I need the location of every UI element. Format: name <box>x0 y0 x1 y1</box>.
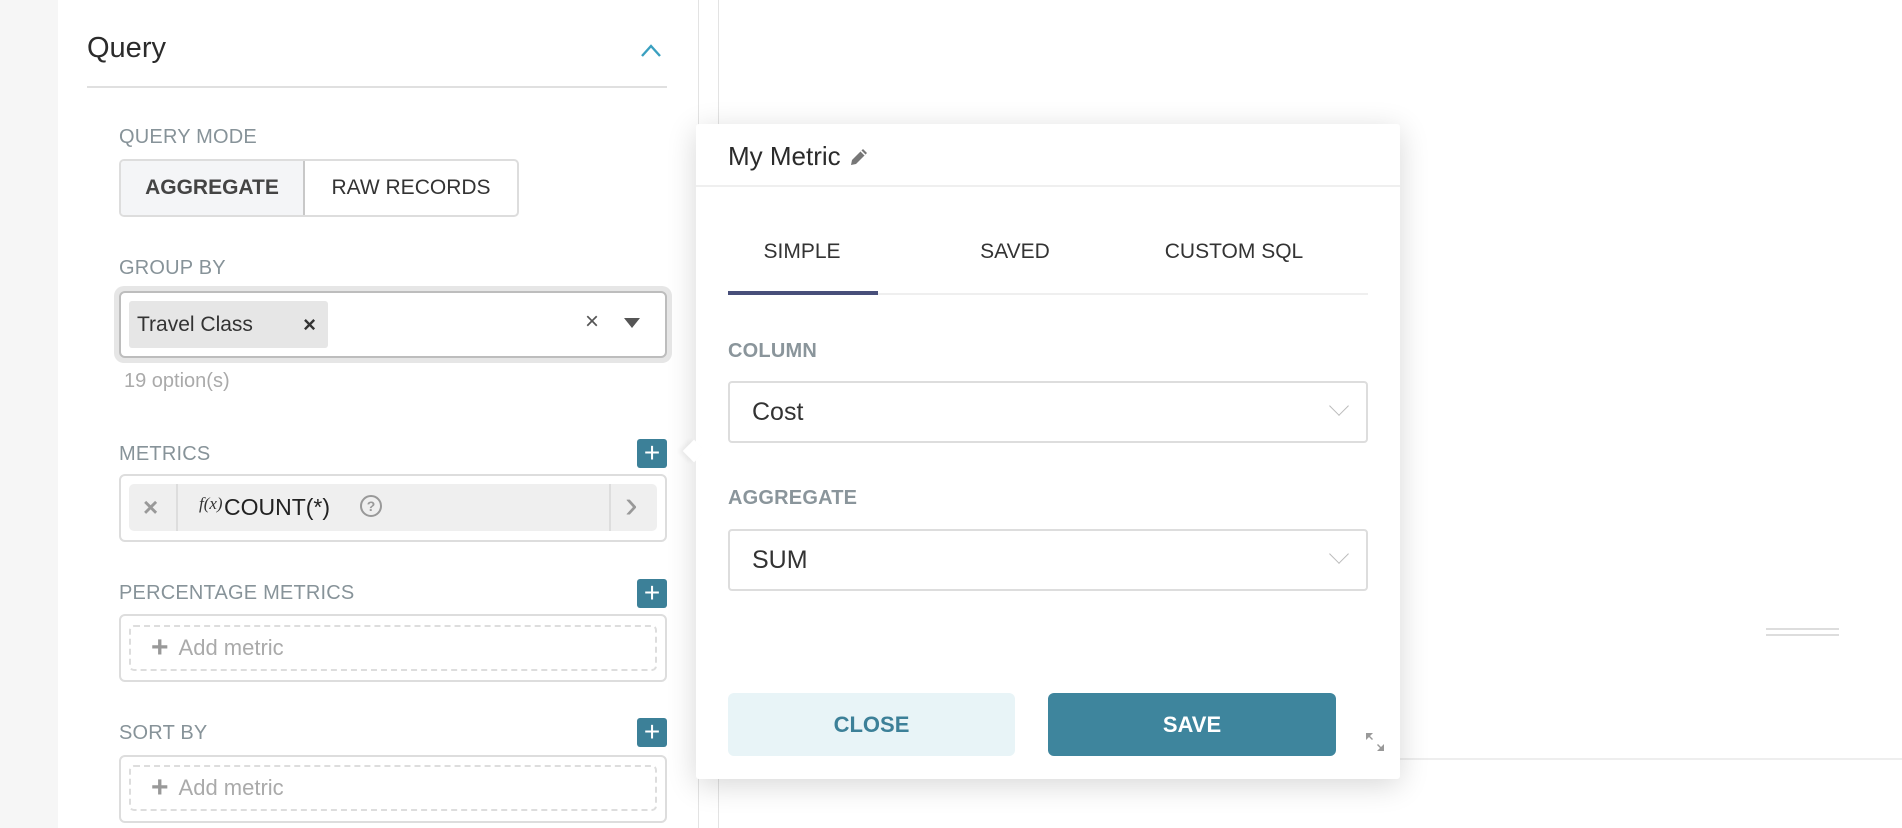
close-button[interactable]: CLOSE <box>728 693 1015 756</box>
plus-icon: + <box>151 771 169 804</box>
sort-by-label: SORT BY <box>119 722 208 744</box>
metric-title-text: My Metric <box>728 141 841 171</box>
column-select[interactable]: Cost <box>728 381 1368 443</box>
aggregate-mode-button[interactable]: AGGREGATE <box>121 161 305 215</box>
placeholder-text: Add metric <box>178 775 284 800</box>
left-gutter <box>0 0 58 828</box>
tab-bar-border <box>728 293 1368 295</box>
placeholder-text: Add metric <box>178 635 284 660</box>
function-icon: f(x) <box>199 494 223 513</box>
metric-pill[interactable]: × f(x) COUNT(*) ? › <box>129 484 657 531</box>
aggregate-value: SUM <box>752 545 808 574</box>
chart-border <box>1400 758 1902 760</box>
chevron-down-icon <box>1329 396 1349 416</box>
percentage-metrics-label: PERCENTAGE METRICS <box>119 582 355 604</box>
popover-header-border <box>696 185 1400 187</box>
metric-title[interactable]: My Metric <box>728 141 871 172</box>
tag-label: Travel Class <box>137 312 253 336</box>
tab-simple[interactable]: SIMPLE <box>763 240 841 263</box>
tab-custom-sql[interactable]: CUSTOM SQL <box>1164 240 1304 263</box>
tag-remove-icon[interactable]: × <box>303 311 316 337</box>
pill-divider <box>609 484 611 531</box>
section-divider <box>87 86 667 88</box>
metrics-label: METRICS <box>119 443 211 465</box>
add-metric-button[interactable]: + <box>637 439 667 468</box>
metric-popover <box>696 124 1400 779</box>
chevron-down-icon <box>1329 544 1349 564</box>
resize-icon[interactable] <box>1363 730 1387 754</box>
remove-metric-icon[interactable]: × <box>143 492 159 522</box>
tab-saved[interactable]: SAVED <box>980 240 1050 263</box>
add-percentage-metric-button[interactable]: + <box>637 579 667 608</box>
save-button[interactable]: SAVE <box>1048 693 1336 756</box>
aggregate-select[interactable]: SUM <box>728 529 1368 591</box>
options-count: 19 option(s) <box>124 370 230 392</box>
query-mode-toggle: AGGREGATE RAW RECORDS <box>119 159 519 217</box>
pencil-icon[interactable] <box>847 145 871 169</box>
add-percentage-metric-placeholder[interactable]: + Add metric <box>129 625 657 671</box>
group-by-tag: Travel Class × <box>129 301 328 348</box>
plus-icon: + <box>151 631 169 664</box>
caret-down-icon[interactable] <box>624 318 640 328</box>
add-sort-metric-placeholder[interactable]: + Add metric <box>129 765 657 811</box>
column-label: COLUMN <box>728 340 817 362</box>
group-by-label: GROUP BY <box>119 257 226 279</box>
chevron-right-icon[interactable]: › <box>625 484 638 526</box>
placeholder-line <box>1766 628 1839 630</box>
query-mode-label: QUERY MODE <box>119 126 257 148</box>
aggregate-label: AGGREGATE <box>728 487 858 509</box>
section-title: Query <box>87 32 166 64</box>
clear-icon[interactable]: × <box>585 308 600 335</box>
active-tab-indicator <box>728 291 878 295</box>
column-value: Cost <box>752 397 804 426</box>
pill-divider <box>176 484 178 531</box>
help-icon[interactable]: ? <box>360 495 382 517</box>
raw-records-mode-button[interactable]: RAW RECORDS <box>331 176 491 199</box>
metric-label: COUNT(*) <box>224 494 331 520</box>
placeholder-line <box>1766 634 1839 636</box>
add-sort-button[interactable]: + <box>637 718 667 747</box>
chevron-up-icon[interactable] <box>640 40 662 62</box>
